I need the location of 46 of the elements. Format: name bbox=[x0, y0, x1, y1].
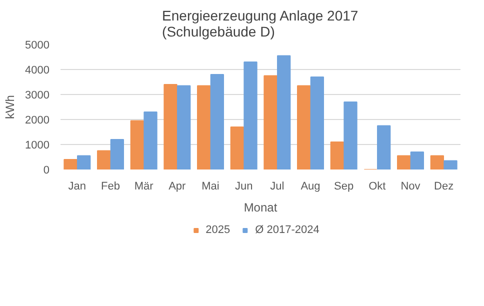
bar bbox=[277, 55, 291, 170]
bar bbox=[310, 76, 324, 170]
bar bbox=[97, 150, 111, 170]
bar bbox=[230, 126, 244, 170]
bar bbox=[397, 155, 411, 170]
x-tick-label: Jan bbox=[68, 180, 86, 192]
y-tick-label: 2000 bbox=[25, 114, 50, 126]
x-tick-label: Jul bbox=[270, 180, 284, 192]
y-tick-label: 5000 bbox=[25, 40, 50, 52]
bar bbox=[197, 85, 211, 170]
x-tick-label: Okt bbox=[368, 180, 386, 192]
bar bbox=[244, 62, 258, 170]
x-tick-label: Apr bbox=[168, 180, 186, 192]
y-tick-label: 1000 bbox=[25, 140, 50, 152]
bar bbox=[110, 139, 124, 170]
y-tick-label: 4000 bbox=[25, 64, 50, 76]
x-axis-title: Monat bbox=[244, 200, 278, 214]
bar bbox=[430, 155, 444, 170]
x-tick-label: Dez bbox=[434, 180, 454, 192]
x-tick-label: Feb bbox=[101, 180, 120, 192]
bar bbox=[297, 85, 311, 170]
bar bbox=[130, 120, 144, 170]
y-tick-label: 3000 bbox=[25, 90, 50, 102]
x-tick-label: Jun bbox=[234, 180, 253, 192]
x-tick-label: Sep bbox=[334, 180, 354, 192]
bar bbox=[64, 159, 78, 170]
bar bbox=[77, 155, 91, 170]
bar bbox=[177, 85, 191, 170]
bar bbox=[144, 112, 158, 170]
bar bbox=[344, 102, 358, 170]
bar bbox=[444, 160, 458, 170]
bar bbox=[330, 142, 344, 170]
bar bbox=[377, 125, 391, 170]
legend-label: Ø 2017-2024 bbox=[255, 224, 320, 236]
x-tick-label: Aug bbox=[300, 180, 320, 192]
bar bbox=[264, 75, 278, 170]
bar bbox=[210, 74, 224, 170]
x-tick-label: Nov bbox=[400, 180, 421, 192]
y-axis-title: kWh bbox=[3, 95, 18, 119]
bar bbox=[410, 152, 424, 170]
x-tick-label: Mär bbox=[134, 180, 154, 192]
chart-title: Energieerzeugung Anlage 2017 (Schulgebäude D) bbox=[162, 8, 358, 40]
bar bbox=[164, 84, 178, 170]
x-tick-label: Mai bbox=[202, 180, 220, 192]
y-tick-label: 0 bbox=[43, 164, 50, 176]
legend-label: 2025 bbox=[206, 224, 230, 236]
